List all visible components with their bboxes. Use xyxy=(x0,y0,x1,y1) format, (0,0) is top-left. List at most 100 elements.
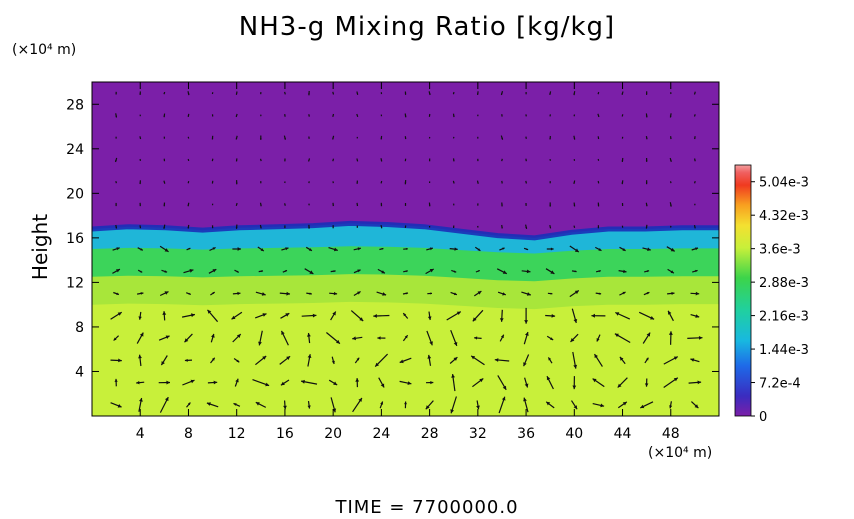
wind-vector-head xyxy=(333,247,338,252)
wind-vector xyxy=(110,402,122,408)
wind-vector-head xyxy=(356,227,358,228)
wind-vector-head xyxy=(404,93,407,95)
wind-vector xyxy=(501,158,503,162)
wind-vector xyxy=(621,157,624,162)
wind-vector xyxy=(328,247,338,252)
colorbar-tick-label: 2.16e-3 xyxy=(759,310,809,325)
wind-vector xyxy=(308,203,310,206)
wind-vector-head xyxy=(502,292,506,296)
y-tick-label: 20 xyxy=(66,186,84,202)
wind-vector xyxy=(619,246,626,252)
wind-vector xyxy=(450,291,458,296)
x-tick-label: 8 xyxy=(184,426,193,442)
wind-vector-head xyxy=(549,138,551,140)
wind-vector-head xyxy=(164,248,169,252)
wind-vector xyxy=(353,247,362,251)
wind-vector xyxy=(595,292,602,295)
wind-vector-head xyxy=(211,357,215,361)
wind-vector-head xyxy=(646,270,650,273)
wind-vector xyxy=(307,354,312,367)
wind-vector-head xyxy=(332,227,334,229)
wind-vector-head xyxy=(307,405,311,409)
wind-vector-head xyxy=(427,354,432,359)
wind-vector xyxy=(597,180,600,184)
wind-vector xyxy=(449,356,458,364)
wind-vector-head xyxy=(331,360,335,364)
wind-vector xyxy=(162,311,167,321)
wind-vector-head xyxy=(574,270,577,273)
wind-vector xyxy=(232,291,241,296)
wind-vector xyxy=(663,356,679,365)
wind-vector-head xyxy=(139,332,144,337)
wind-vector-head xyxy=(502,270,507,274)
wind-vector xyxy=(472,309,484,322)
wind-vector-head xyxy=(265,382,270,387)
wind-vector-head xyxy=(477,248,481,251)
wind-vector-head xyxy=(163,137,165,139)
wind-vector xyxy=(453,203,455,206)
wind-vector xyxy=(614,333,631,344)
wind-vector-head xyxy=(357,247,361,251)
wind-vector-head xyxy=(425,405,430,410)
wind-vector-head xyxy=(548,357,552,361)
wind-vector-head xyxy=(598,248,602,251)
wind-vector-head xyxy=(381,248,384,250)
wind-vector xyxy=(260,92,262,95)
wind-vector-head xyxy=(301,379,305,384)
wind-vector-head xyxy=(694,182,696,184)
x-tick-label: 4 xyxy=(136,426,145,442)
wind-vector xyxy=(234,269,240,273)
wind-vector xyxy=(525,92,527,95)
wind-vector xyxy=(496,268,508,275)
wind-vector xyxy=(694,180,696,184)
wind-vector-head xyxy=(162,311,167,315)
wind-vector xyxy=(404,203,407,206)
wind-vector xyxy=(547,292,553,295)
wind-vector xyxy=(618,269,627,274)
wind-vector-head xyxy=(597,204,600,207)
wind-vector xyxy=(597,136,600,140)
wind-vector-head xyxy=(670,160,672,162)
wind-vector xyxy=(524,377,529,388)
wind-vector xyxy=(355,378,360,388)
wind-vector xyxy=(668,331,673,345)
wind-vector-head xyxy=(591,313,595,318)
wind-vector xyxy=(139,202,141,207)
wind-vector xyxy=(573,135,576,140)
wind-vector-head xyxy=(307,333,311,337)
wind-vector-head xyxy=(377,336,381,340)
wind-vector-head xyxy=(454,247,458,251)
wind-vector-head xyxy=(380,160,383,162)
wind-vector-head xyxy=(622,248,626,251)
wind-vector-head xyxy=(645,115,648,118)
wind-vector xyxy=(308,158,311,162)
y-axis: 4 8 12 16 20 24 28 xyxy=(66,97,719,380)
wind-vector-head xyxy=(236,160,238,162)
wind-vector xyxy=(429,226,431,228)
wind-vector-head xyxy=(453,160,455,162)
wind-vector-head xyxy=(260,115,262,117)
colorbar-tick-label: 3.6e-3 xyxy=(759,243,801,258)
wind-vector xyxy=(115,91,117,95)
wind-vector xyxy=(477,203,479,206)
wind-vector-head xyxy=(622,226,623,228)
wind-vector-head xyxy=(188,292,191,295)
wind-vector xyxy=(572,376,577,390)
wind-vector xyxy=(688,380,702,385)
wind-vector xyxy=(499,247,505,251)
wind-vector xyxy=(494,358,510,362)
wind-vector-head xyxy=(115,115,118,118)
wind-vector-head xyxy=(695,247,698,251)
wind-vector-head xyxy=(622,401,627,406)
wind-vector xyxy=(425,400,434,410)
wind-vector-head xyxy=(621,204,624,206)
wind-vector-head xyxy=(352,336,356,341)
wind-vector xyxy=(136,380,145,385)
wind-vector xyxy=(501,224,503,229)
wind-vector xyxy=(281,247,289,251)
wind-vector-head xyxy=(115,182,117,184)
wind-vector-head xyxy=(429,247,433,251)
wind-vector xyxy=(501,180,503,184)
wind-vector xyxy=(308,114,310,117)
wind-vector xyxy=(183,269,194,274)
